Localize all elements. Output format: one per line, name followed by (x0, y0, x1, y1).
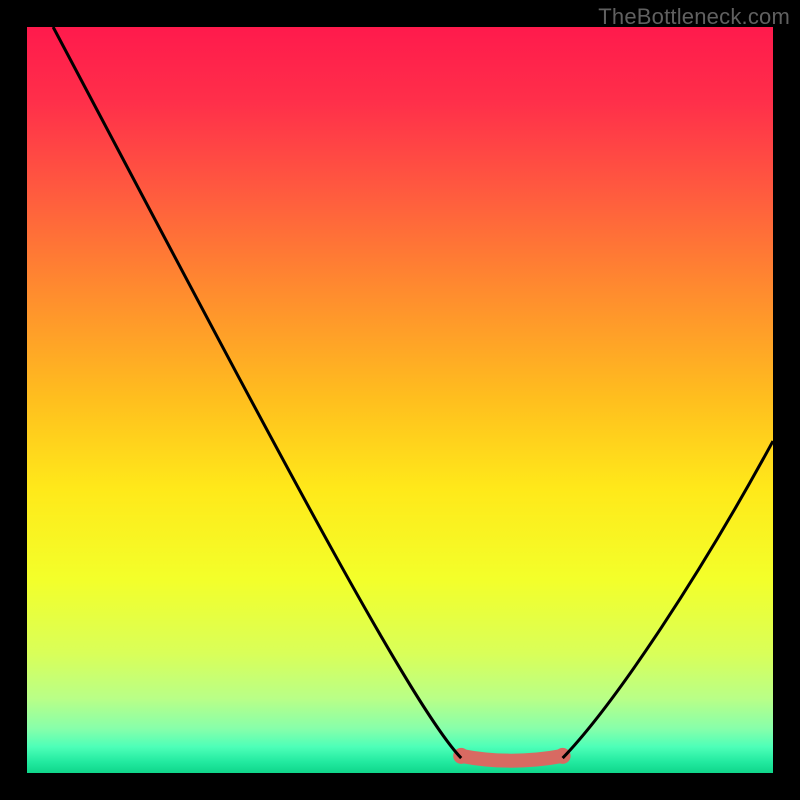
chart-stage: TheBottleneck.com (0, 0, 800, 800)
plot-background (27, 27, 773, 773)
bottleneck-chart (0, 0, 800, 800)
watermark-text: TheBottleneck.com (598, 4, 790, 30)
trough-marker (461, 756, 562, 761)
